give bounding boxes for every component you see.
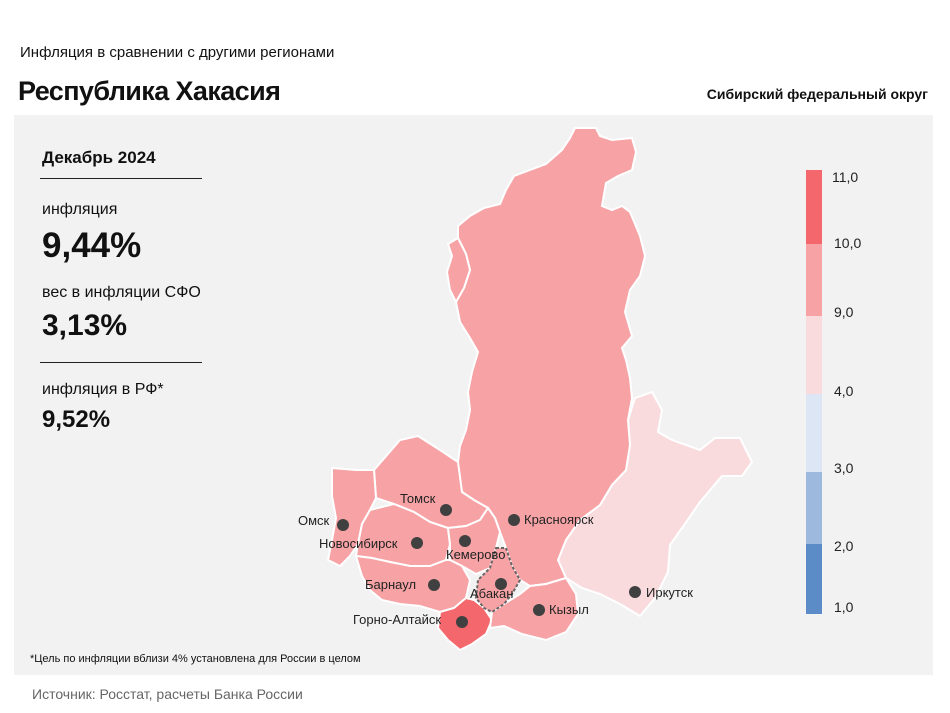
district-label: Сибирский федеральный округ bbox=[706, 86, 928, 102]
legend-tick: 9,0 bbox=[834, 304, 854, 320]
legend-tick: 2,0 bbox=[834, 538, 854, 554]
legend-band-1-2 bbox=[806, 544, 822, 614]
city-novosibirsk: Новосибирск bbox=[319, 536, 423, 551]
period-label: Декабрь 2024 bbox=[42, 148, 156, 167]
source-note: Источник: Росстат, расчеты Банка России bbox=[32, 686, 303, 702]
footnote: *Цель по инфляции вблизи 4% установлена … bbox=[30, 653, 361, 665]
region-omsk bbox=[326, 466, 378, 568]
city-krasnoyarsk: Красноярск bbox=[508, 512, 594, 527]
legend-tick: 4,0 bbox=[834, 383, 854, 399]
svg-text:Новосибирск: Новосибирск bbox=[319, 536, 398, 551]
city-tomsk: Томск bbox=[400, 491, 452, 516]
city-gorno-altaisk: Горно-Алтайск bbox=[353, 612, 468, 628]
svg-text:Кызыл: Кызыл bbox=[549, 602, 589, 617]
legend-band-3-4 bbox=[806, 394, 822, 472]
svg-text:Абакан: Абакан bbox=[470, 586, 513, 601]
page-title: Республика Хакасия bbox=[18, 76, 281, 106]
legend-tick: 1,0 bbox=[834, 599, 854, 615]
legend-band-9-10 bbox=[806, 244, 822, 316]
divider-bottom bbox=[40, 362, 202, 363]
supertitle: Инфляция в сравнении с другими регионами bbox=[20, 44, 335, 61]
inflation-value: 9,44% bbox=[42, 226, 142, 265]
legend-band-4-9 bbox=[806, 316, 822, 394]
svg-text:Омск: Омск bbox=[298, 513, 330, 528]
legend-tick: 11,0 bbox=[832, 169, 858, 185]
region-krasnoyarsk-west bbox=[445, 236, 472, 305]
svg-text:Томск: Томск bbox=[400, 491, 436, 506]
svg-text:Барнаул: Барнаул bbox=[365, 577, 416, 592]
city-abakan: Абакан bbox=[470, 578, 513, 601]
svg-text:Горно-Алтайск: Горно-Алтайск bbox=[353, 612, 441, 627]
legend-band-10-11 bbox=[806, 170, 822, 244]
legend-tick: 3,0 bbox=[834, 460, 854, 476]
legend-tick: 10,0 bbox=[834, 235, 861, 251]
weight-label: вес в инфляции СФО bbox=[42, 284, 201, 301]
svg-text:Красноярск: Красноярск bbox=[524, 512, 594, 527]
city-omsk: Омск bbox=[298, 513, 349, 531]
color-legend: 11,0 10,0 9,0 4,0 3,0 2,0 1,0 bbox=[806, 169, 861, 615]
svg-text:Кемерово: Кемерово bbox=[446, 547, 505, 562]
weight-value: 3,13% bbox=[42, 309, 128, 342]
svg-text:Иркутск: Иркутск bbox=[646, 585, 693, 600]
rf-inflation-label: инфляция в РФ* bbox=[42, 381, 164, 398]
city-irkutsk: Иркутск bbox=[629, 585, 693, 600]
rf-inflation-value: 9,52% bbox=[42, 406, 111, 433]
city-kyzyl: Кызыл bbox=[533, 602, 589, 617]
divider-top bbox=[40, 178, 202, 179]
region-altai-krai bbox=[354, 554, 472, 614]
legend-band-2-3 bbox=[806, 472, 822, 544]
city-barnaul: Барнаул bbox=[365, 577, 440, 592]
inflation-label: инфляция bbox=[42, 201, 118, 218]
city-kemerovo: Кемерово bbox=[446, 535, 505, 562]
